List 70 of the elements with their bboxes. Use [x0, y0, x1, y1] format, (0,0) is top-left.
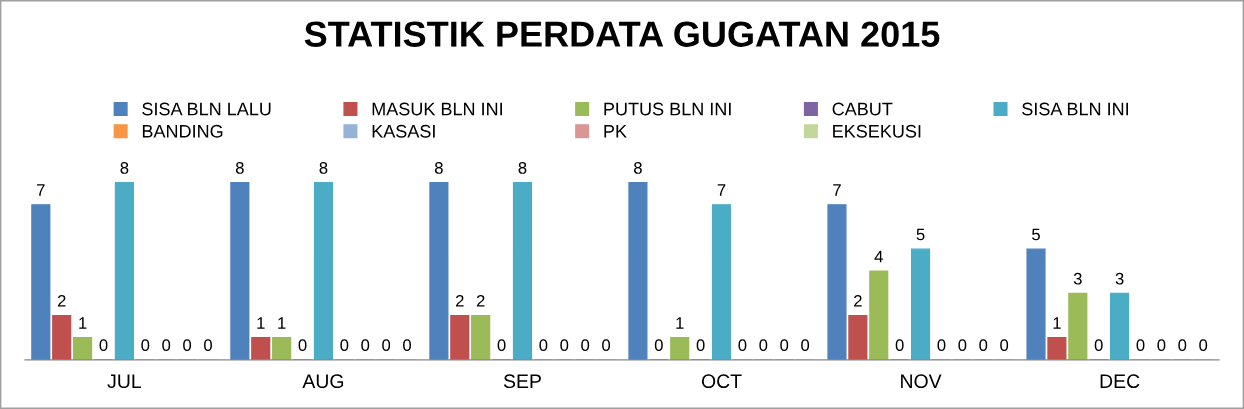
data-label: 0: [780, 339, 789, 352]
legend-label: PUTUS BLN INI: [604, 102, 731, 116]
data-label: 0: [1157, 339, 1166, 352]
data-label: 0: [497, 339, 506, 352]
data-label: 0: [979, 339, 988, 352]
data-label: 1: [278, 317, 286, 329]
data-label: 0: [958, 339, 967, 352]
legend-label: CABUT: [832, 102, 893, 116]
x-tick-label: OCT: [701, 374, 742, 389]
data-label: 8: [518, 162, 527, 174]
data-label: 0: [654, 339, 663, 352]
data-label: 4: [874, 250, 883, 263]
data-label: 0: [183, 339, 192, 352]
data-label: 3: [1115, 272, 1124, 285]
legend-label: SISA BLN LALU: [142, 102, 271, 116]
data-label: 0: [539, 339, 548, 352]
data-label: 0: [937, 339, 946, 352]
legend-label: SISA BLN INI: [1022, 102, 1128, 116]
data-label: 1: [257, 317, 265, 329]
x-tick-label: NOV: [901, 374, 942, 389]
x-tick-label: AUG: [302, 374, 344, 389]
data-label: 0: [581, 339, 590, 352]
data-label: 1: [1053, 317, 1061, 329]
data-label: 2: [854, 294, 862, 307]
data-label: 0: [738, 339, 747, 352]
data-label: 3: [1073, 272, 1082, 285]
legend-label: KASASI: [372, 124, 435, 138]
data-label: 0: [382, 339, 391, 352]
data-label: 0: [361, 339, 370, 352]
data-label: 7: [717, 184, 726, 196]
data-label: 1: [79, 317, 87, 329]
data-label: 0: [560, 339, 569, 352]
data-label: 0: [162, 339, 171, 352]
data-label: 5: [1032, 228, 1040, 241]
data-label: 0: [204, 339, 212, 352]
data-label: 2: [57, 294, 66, 307]
legend-label: EKSEKUSI: [833, 124, 921, 138]
data-label: 0: [696, 339, 705, 352]
data-label: 7: [37, 184, 45, 196]
data-label: 0: [340, 339, 349, 352]
data-label: 8: [634, 162, 642, 174]
data-label: 8: [434, 162, 443, 174]
data-label: 0: [1178, 339, 1187, 352]
data-label: 0: [895, 339, 904, 352]
x-tick-label: JUL: [107, 374, 142, 389]
data-label: 0: [1094, 339, 1103, 352]
data-label: 0: [298, 339, 307, 352]
legend-label: MASUK BLN INI: [372, 102, 502, 116]
data-label: 8: [319, 162, 328, 174]
data-label: 7: [833, 184, 841, 196]
data-label: 1: [676, 317, 684, 329]
data-label: 0: [602, 339, 611, 352]
data-label: 0: [141, 339, 150, 352]
data-label: 2: [476, 294, 485, 307]
chart-title: STATISTIK PERDATA GUGATAN 2015: [304, 21, 940, 47]
data-label: 0: [1000, 339, 1009, 352]
data-label: 2: [455, 294, 464, 307]
data-label: 0: [801, 339, 810, 352]
data-label: 8: [235, 162, 244, 174]
data-label: 5: [916, 228, 925, 241]
data-label: 0: [1136, 339, 1145, 352]
data-label: 0: [403, 339, 412, 352]
legend-label: BANDING: [142, 124, 223, 138]
data-label: 0: [99, 339, 108, 352]
x-tick-label: SEP: [503, 374, 541, 389]
data-label: 0: [759, 339, 768, 352]
data-label: 8: [120, 162, 129, 174]
x-tick-label: DEC: [1100, 374, 1140, 389]
legend-label: PK: [604, 125, 627, 138]
data-label: 0: [1199, 339, 1208, 352]
